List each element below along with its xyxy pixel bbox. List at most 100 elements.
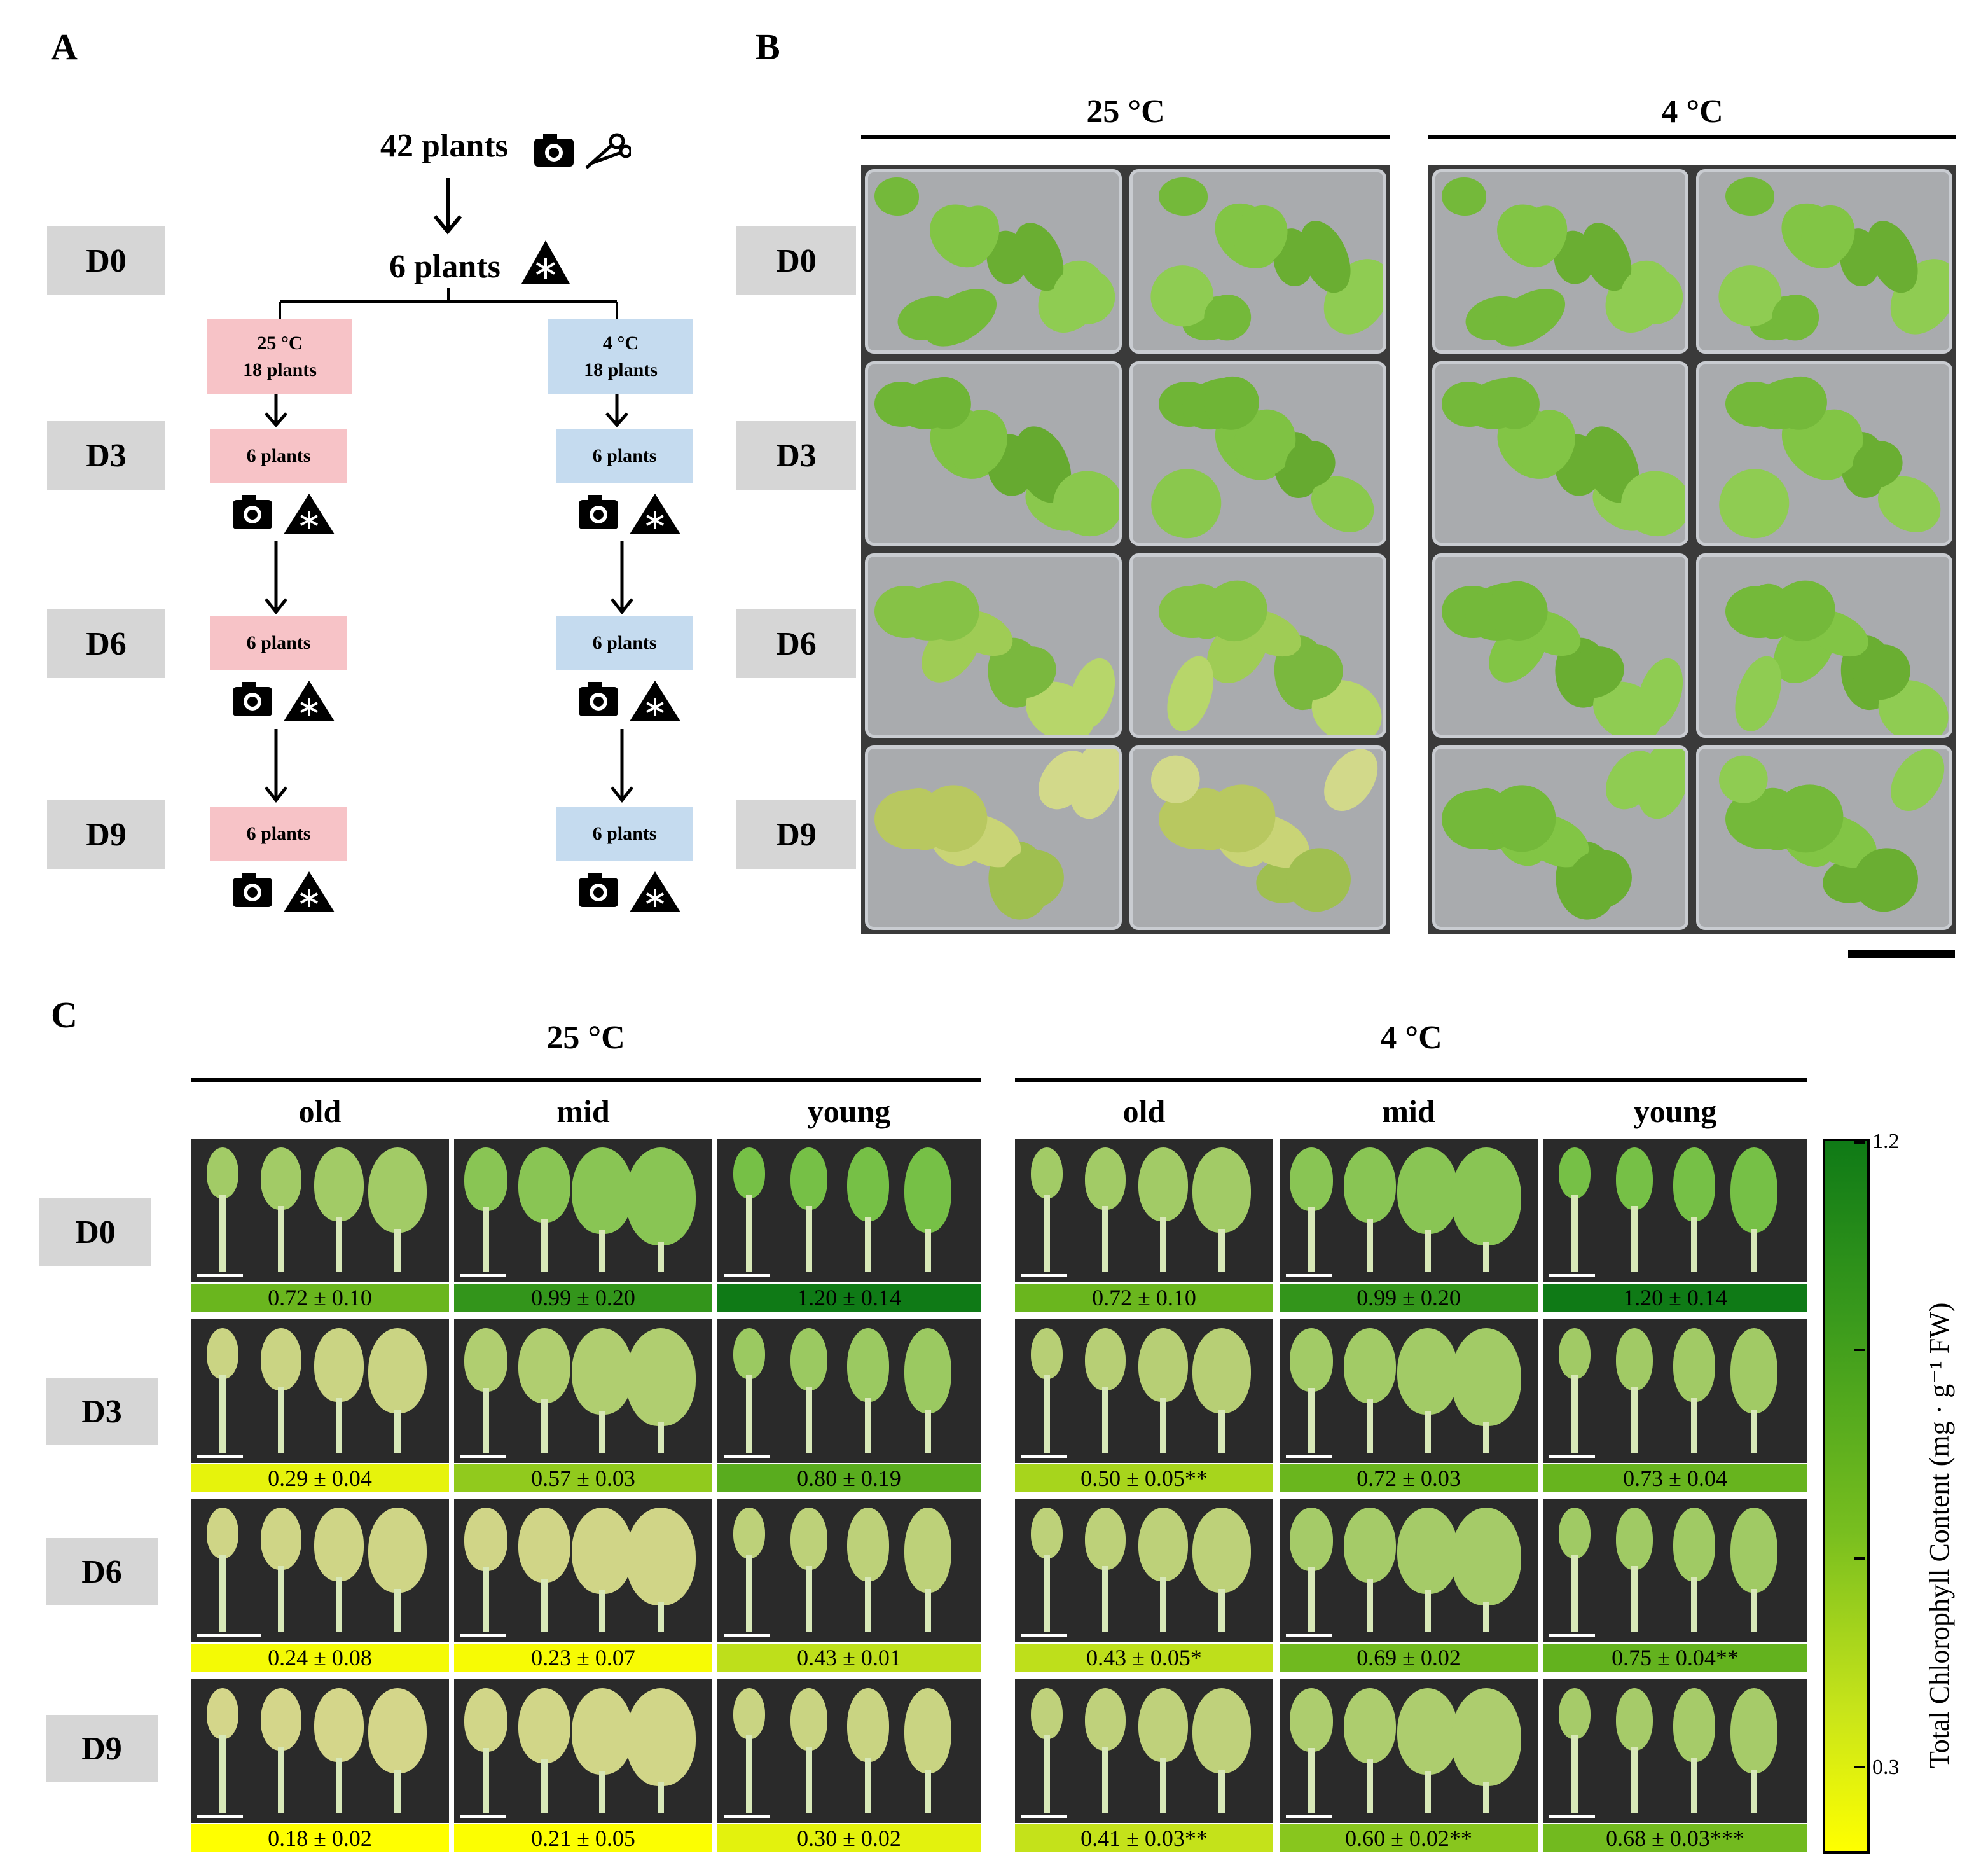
leaf-petiole — [805, 1747, 812, 1813]
group-temp-25c: 25 °C — [257, 333, 303, 354]
leaf-petiole — [924, 1229, 931, 1272]
leaf-scale-bar — [724, 1815, 770, 1818]
temp-header-4c-b: 4 °C — [1661, 94, 1723, 130]
leaf-scale-bar — [1286, 1274, 1332, 1277]
plant-container — [1696, 169, 1952, 354]
leaf-blade — [260, 1688, 301, 1751]
position-header-young-25c: young — [807, 1093, 891, 1129]
chlorophyll-value: 0.29 ± 0.04 — [191, 1464, 449, 1492]
day-label-d3-a: D3 — [47, 421, 165, 490]
leaf-blade — [207, 1688, 238, 1739]
leaf-cell: 0.75 ± 0.04** — [1543, 1499, 1807, 1672]
leaf-blade — [625, 1688, 696, 1786]
leaf-blade — [368, 1328, 427, 1413]
leaf-scale-bar — [197, 1455, 243, 1458]
leaf-petiole — [277, 1206, 284, 1272]
chlorophyll-value: 0.73 ± 0.04 — [1543, 1464, 1807, 1492]
leaf-blade — [260, 1508, 301, 1570]
plant-photo-4c — [1428, 165, 1956, 934]
leaf-scale-bar — [1286, 1634, 1332, 1637]
leaf-petiole — [1482, 1602, 1489, 1632]
colorbar-title: Total Chlorophyll Content (mg · g⁻¹ FW) — [1924, 1302, 1955, 1768]
leaf-scale-bar — [460, 1455, 506, 1458]
chlorophyll-value: 0.30 ± 0.02 — [717, 1824, 981, 1852]
leaf-petiole — [336, 1398, 342, 1453]
leaf-petiole — [1691, 1758, 1697, 1813]
leaf-petiole — [805, 1206, 812, 1272]
leaf-petiole — [219, 1375, 226, 1453]
chlorophyll-value: 0.68 ± 0.03*** — [1543, 1824, 1807, 1852]
leaf-petiole — [394, 1229, 401, 1272]
leaf-photo — [454, 1679, 712, 1823]
freeze-triangle-icon — [284, 871, 335, 912]
leaf-cell: 0.43 ± 0.05* — [1015, 1499, 1273, 1672]
leaf-blade — [733, 1147, 765, 1198]
leaf-petiole — [599, 1771, 605, 1813]
leaf-petiole — [657, 1422, 664, 1453]
leaf-blade — [368, 1147, 427, 1233]
leaf-blade — [1290, 1688, 1333, 1752]
leaf-blade — [1673, 1147, 1715, 1221]
d6-box-25c: 6 plants — [210, 616, 347, 670]
day-label-d6-c: D6 — [46, 1538, 158, 1605]
position-header-mid-4c: mid — [1382, 1093, 1435, 1129]
leaf-cell: 0.72 ± 0.03 — [1280, 1319, 1538, 1492]
leaf-petiole — [1751, 1410, 1757, 1453]
leaf-blade — [1559, 1328, 1591, 1379]
leaf-petiole — [541, 1219, 548, 1272]
colorbar — [1823, 1139, 1870, 1854]
leaf-scale-bar — [1021, 1634, 1067, 1637]
leaf-blade — [572, 1328, 633, 1415]
leaf-petiole — [1044, 1555, 1050, 1632]
camera-freeze-icons — [579, 871, 680, 912]
leaf-blade — [314, 1688, 364, 1762]
leaf-blade — [790, 1508, 827, 1570]
plants-42-label: 42 plants — [380, 128, 508, 164]
leaf-photo — [191, 1679, 449, 1823]
leaf-petiole — [394, 1410, 401, 1453]
leaf-blade — [572, 1508, 633, 1594]
leaf-cell: 0.69 ± 0.02 — [1280, 1499, 1538, 1672]
leaf-blade — [625, 1147, 696, 1245]
leaf-petiole — [1218, 1589, 1225, 1632]
arrow-down — [265, 541, 287, 614]
leaf-petiole — [746, 1555, 752, 1632]
leaf-petiole — [277, 1747, 284, 1813]
leaf-blade — [1730, 1508, 1777, 1593]
leaf-scale-bar — [197, 1634, 261, 1637]
leaf-petiole — [483, 1567, 489, 1632]
panel-c-label: C — [51, 994, 78, 1036]
plant-container — [1129, 361, 1386, 546]
leaf-petiole — [865, 1398, 871, 1453]
leaf-petiole — [1425, 1771, 1431, 1813]
plant-leaf — [1725, 177, 1774, 216]
leaf-blade — [1138, 1147, 1188, 1221]
temp-header-4c-c: 4 °C — [1380, 1020, 1442, 1056]
leaf-petiole — [1308, 1567, 1315, 1632]
leaf-cell: 0.21 ± 0.05 — [454, 1679, 712, 1852]
leaf-cell: 0.73 ± 0.04 — [1543, 1319, 1807, 1492]
leaf-scale-bar — [724, 1455, 770, 1458]
plant-container — [1696, 361, 1952, 546]
camera-icon — [233, 873, 272, 907]
leaf-petiole — [1751, 1589, 1757, 1632]
group-box-4c: 4 °C 18 plants — [548, 319, 693, 394]
leaf-blade — [1192, 1147, 1251, 1233]
d3-box-4c: 6 plants — [556, 429, 693, 483]
plant-leaf — [1442, 177, 1486, 216]
leaf-cell: 0.30 ± 0.02 — [717, 1679, 981, 1852]
chlorophyll-value: 0.75 ± 0.04** — [1543, 1644, 1807, 1672]
leaf-petiole — [336, 1758, 342, 1813]
group-count-4c: 18 plants — [584, 359, 658, 380]
leaf-blade — [1397, 1688, 1458, 1775]
leaf-photo — [1015, 1319, 1273, 1463]
leaf-blade — [464, 1688, 507, 1752]
leaf-petiole — [1751, 1770, 1757, 1813]
leaf-cell: 0.80 ± 0.19 — [717, 1319, 981, 1492]
leaf-petiole — [1631, 1206, 1638, 1272]
leaf-petiole — [657, 1602, 664, 1632]
leaf-blade — [1290, 1147, 1333, 1211]
leaf-scale-bar — [197, 1815, 243, 1818]
leaf-petiole — [1425, 1230, 1431, 1272]
leaf-photo — [1543, 1499, 1807, 1642]
